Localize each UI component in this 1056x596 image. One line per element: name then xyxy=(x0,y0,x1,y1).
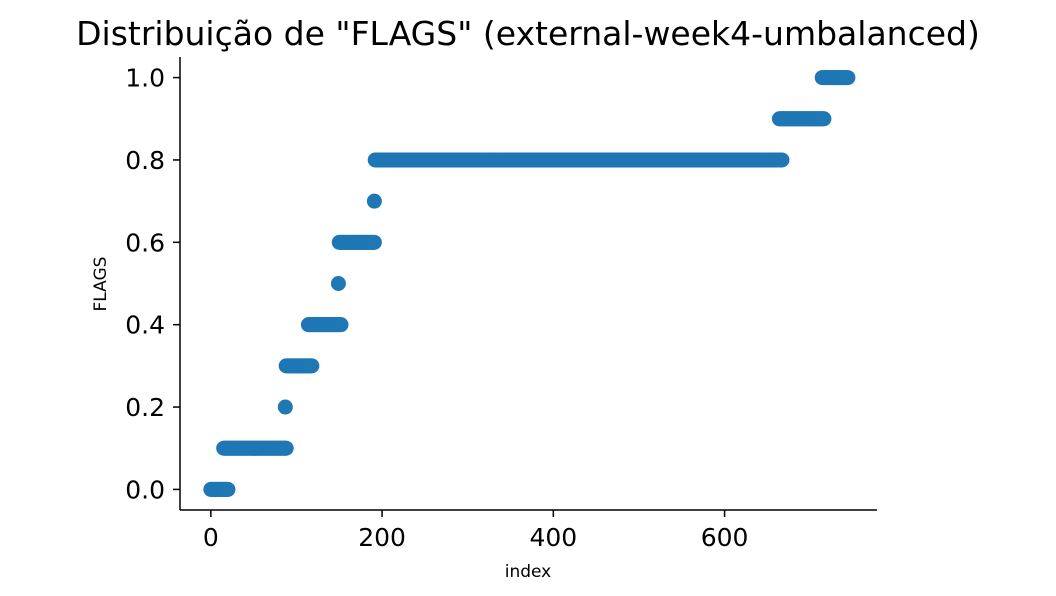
point-group-6 xyxy=(331,234,382,250)
data-point xyxy=(840,70,856,86)
x-tick-label: 0 xyxy=(203,523,219,552)
data-point xyxy=(304,358,320,374)
point-group-2 xyxy=(277,399,293,415)
data-point xyxy=(366,234,382,250)
y-tick-label: 0.0 xyxy=(125,475,165,504)
data-point xyxy=(366,193,382,209)
y-tick-label: 1.0 xyxy=(125,64,165,93)
x-tick-label: 200 xyxy=(358,523,406,552)
point-group-3 xyxy=(278,358,320,374)
point-group-5 xyxy=(330,276,346,291)
data-points xyxy=(203,70,856,497)
y-axis-label: FLAGS xyxy=(91,257,111,312)
point-group-10 xyxy=(814,70,856,86)
data-point xyxy=(333,317,349,333)
x-axis-label: index xyxy=(505,562,552,582)
x-tick-label: 600 xyxy=(701,523,749,552)
data-point xyxy=(277,399,293,415)
point-group-8 xyxy=(367,152,790,168)
point-group-7 xyxy=(366,193,382,209)
data-point xyxy=(220,481,236,497)
point-group-4 xyxy=(300,317,349,333)
y-tick-label: 0.4 xyxy=(125,311,165,340)
point-group-0 xyxy=(203,481,236,497)
chart-title: Distribuição de "FLAGS" (external-week4-… xyxy=(76,14,980,53)
y-tick-label: 0.2 xyxy=(125,393,165,422)
data-point xyxy=(774,152,790,168)
y-tick-label: 0.6 xyxy=(125,228,165,257)
x-tick-label: 400 xyxy=(529,523,577,552)
data-point xyxy=(330,276,346,291)
y-tick-label: 0.8 xyxy=(125,146,165,175)
point-group-1 xyxy=(216,440,294,456)
data-point xyxy=(278,440,294,456)
x-axis-ticks: 0 200 400 600 xyxy=(203,510,749,552)
y-axis-ticks: 0.0 0.2 0.4 0.6 0.8 1.0 xyxy=(125,64,180,504)
data-point xyxy=(816,111,832,127)
point-group-9 xyxy=(771,111,832,127)
